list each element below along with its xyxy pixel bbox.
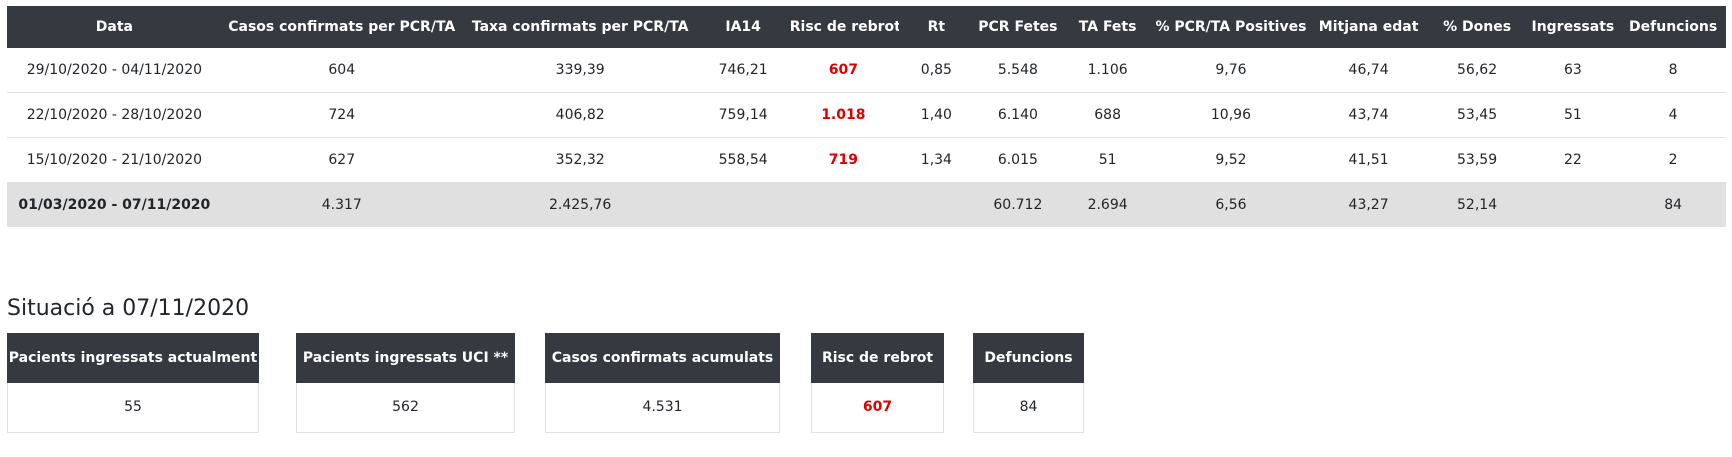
situation-title: Situació a 07/11/2020 bbox=[7, 296, 250, 321]
card-regrowth-risk: Risc de rebrot 607 bbox=[811, 333, 944, 433]
column-header-confirmed-cases: Casos confirmats per PCR/TA bbox=[221, 6, 462, 48]
card-header: Defuncions bbox=[973, 333, 1084, 383]
total-ta-done: 2.694 bbox=[1061, 182, 1154, 227]
total-pcr-done: 60.712 bbox=[973, 182, 1062, 227]
card-value: 607 bbox=[862, 399, 893, 415]
column-header-deaths: Defuncions bbox=[1620, 6, 1726, 48]
cell-women-percent: 56,62 bbox=[1428, 48, 1526, 93]
column-header-ia14: IA14 bbox=[698, 6, 788, 48]
cell-date: 29/10/2020 - 04/11/2020 bbox=[7, 48, 222, 93]
cell-pcr-done: 5.548 bbox=[973, 48, 1062, 93]
cell-date: 22/10/2020 - 28/10/2020 bbox=[7, 92, 222, 138]
cell-deaths: 8 bbox=[1620, 48, 1726, 93]
column-header-ta-done: TA Fets bbox=[1061, 6, 1154, 48]
cell-confirmed-rate: 352,32 bbox=[461, 137, 699, 183]
cell-positive-percent: 10,96 bbox=[1153, 92, 1309, 138]
cell-confirmed-rate: 406,82 bbox=[461, 92, 699, 138]
cell-ia14: 746,21 bbox=[698, 48, 788, 93]
table-row: 15/10/2020 - 21/10/2020 627 352,32 558,5… bbox=[7, 137, 1726, 183]
cell-pcr-done: 6.015 bbox=[973, 137, 1062, 183]
cell-pcr-done: 6.140 bbox=[973, 92, 1062, 138]
cell-regrowth-risk: 719 bbox=[787, 137, 899, 183]
table-header-row: Data Casos confirmats per PCR/TA Taxa co… bbox=[7, 6, 1726, 48]
column-header-rt: Rt bbox=[898, 6, 974, 48]
cell-regrowth-risk: 607 bbox=[787, 48, 899, 93]
cell-average-age: 41,51 bbox=[1308, 137, 1429, 183]
card-deaths: Defuncions 84 bbox=[973, 333, 1084, 433]
cell-rt: 1,40 bbox=[898, 92, 974, 138]
epidemiology-table: Data Casos confirmats per PCR/TA Taxa co… bbox=[7, 6, 1726, 227]
cell-women-percent: 53,59 bbox=[1428, 137, 1526, 183]
card-accumulated-cases: Casos confirmats acumulats 4.531 bbox=[545, 333, 780, 433]
cell-ta-done: 51 bbox=[1061, 137, 1154, 183]
cell-average-age: 46,74 bbox=[1308, 48, 1429, 93]
cell-ta-done: 1.106 bbox=[1061, 48, 1154, 93]
card-value: 84 bbox=[1019, 399, 1038, 415]
cell-admitted: 63 bbox=[1525, 48, 1621, 93]
cell-women-percent: 53,45 bbox=[1428, 92, 1526, 138]
card-value: 562 bbox=[392, 399, 419, 415]
cell-deaths: 4 bbox=[1620, 92, 1726, 138]
card-header: Risc de rebrot bbox=[811, 333, 944, 383]
total-average-age: 43,27 bbox=[1308, 182, 1429, 227]
card-value: 55 bbox=[124, 399, 142, 415]
cell-date: 15/10/2020 - 21/10/2020 bbox=[7, 137, 222, 183]
cell-ia14: 558,54 bbox=[698, 137, 788, 183]
cell-positive-percent: 9,52 bbox=[1153, 137, 1309, 183]
cell-positive-percent: 9,76 bbox=[1153, 48, 1309, 93]
total-women-percent: 52,14 bbox=[1428, 182, 1526, 227]
total-regrowth-risk bbox=[787, 182, 899, 227]
column-header-regrowth-risk: Risc de rebrot bbox=[787, 6, 899, 48]
total-positive-percent: 6,56 bbox=[1153, 182, 1309, 227]
card-header: Pacients ingressats actualment bbox=[7, 333, 259, 383]
total-deaths: 84 bbox=[1620, 182, 1726, 227]
card-header: Casos confirmats acumulats bbox=[545, 333, 780, 383]
cell-confirmed-rate: 339,39 bbox=[461, 48, 699, 93]
column-header-date: Data bbox=[7, 6, 222, 48]
cell-deaths: 2 bbox=[1620, 137, 1726, 183]
cell-rt: 0,85 bbox=[898, 48, 974, 93]
column-header-pcr-done: PCR Fetes bbox=[973, 6, 1062, 48]
cell-rt: 1,34 bbox=[898, 137, 974, 183]
card-value: 4.531 bbox=[642, 399, 683, 415]
cell-confirmed-cases: 724 bbox=[221, 92, 462, 138]
table-row: 29/10/2020 - 04/11/2020 604 339,39 746,2… bbox=[7, 48, 1726, 93]
column-header-positive-percent: % PCR/TA Positives bbox=[1153, 6, 1309, 48]
column-header-admitted: Ingressats bbox=[1525, 6, 1621, 48]
cell-average-age: 43,74 bbox=[1308, 92, 1429, 138]
cell-ta-done: 688 bbox=[1061, 92, 1154, 138]
card-current-admitted: Pacients ingressats actualment 55 bbox=[7, 333, 259, 433]
cell-admitted: 22 bbox=[1525, 137, 1621, 183]
table-total-row: 01/03/2020 - 07/11/2020 4.317 2.425,76 6… bbox=[7, 182, 1726, 227]
cell-admitted: 51 bbox=[1525, 92, 1621, 138]
card-header: Pacients ingressats UCI ** bbox=[296, 333, 515, 383]
cell-confirmed-cases: 627 bbox=[221, 137, 462, 183]
column-header-women-percent: % Dones bbox=[1428, 6, 1526, 48]
column-header-average-age: Mitjana edat bbox=[1308, 6, 1429, 48]
cell-regrowth-risk: 1.018 bbox=[787, 92, 899, 138]
table-row: 22/10/2020 - 28/10/2020 724 406,82 759,1… bbox=[7, 92, 1726, 138]
column-header-confirmed-rate: Taxa confirmats per PCR/TA bbox=[461, 6, 699, 48]
total-admitted bbox=[1525, 182, 1621, 227]
card-icu-admitted: Pacients ingressats UCI ** 562 bbox=[296, 333, 515, 433]
total-ia14 bbox=[698, 182, 788, 227]
total-date-range: 01/03/2020 - 07/11/2020 bbox=[7, 182, 222, 227]
cell-confirmed-cases: 604 bbox=[221, 48, 462, 93]
total-confirmed-rate: 2.425,76 bbox=[461, 182, 699, 227]
total-rt bbox=[898, 182, 974, 227]
total-confirmed-cases: 4.317 bbox=[221, 182, 462, 227]
cell-ia14: 759,14 bbox=[698, 92, 788, 138]
